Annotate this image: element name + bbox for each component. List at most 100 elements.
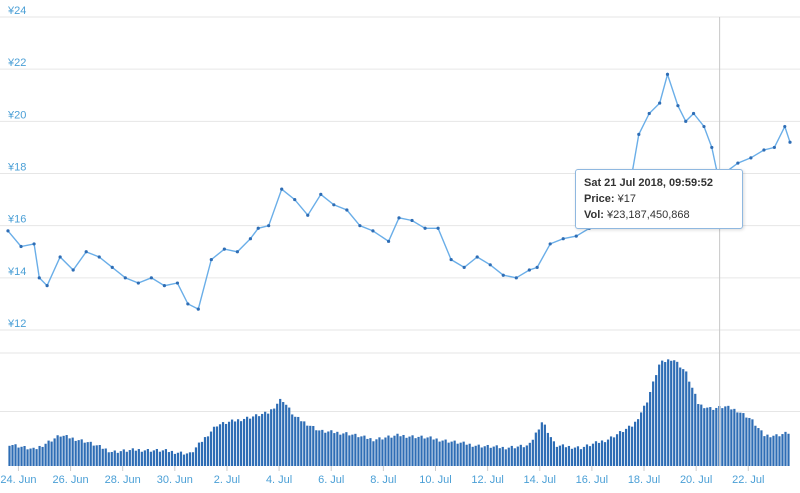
price-point xyxy=(749,156,753,160)
volume-bar xyxy=(618,431,622,466)
volume-bar xyxy=(600,440,604,466)
volume-bar xyxy=(703,408,706,466)
volume-bar xyxy=(453,440,456,466)
price-point xyxy=(410,218,414,223)
volume-bar xyxy=(41,446,44,466)
volume-bar xyxy=(483,446,486,466)
price-point xyxy=(306,213,310,217)
volume-bar xyxy=(543,424,546,466)
volume-bar xyxy=(745,417,748,466)
volume-bar xyxy=(501,446,504,466)
y-tick-label: ¥20 xyxy=(7,109,26,121)
price-point xyxy=(501,273,505,277)
volume-bar xyxy=(546,432,549,466)
volume-bar xyxy=(26,449,29,466)
tooltip-timestamp: Sat 21 Jul 2018, 09:59:52 xyxy=(584,177,714,189)
volume-bar xyxy=(624,428,628,466)
volume-bar xyxy=(477,444,480,466)
volume-bar xyxy=(655,375,658,466)
volume-bar xyxy=(615,434,619,466)
volume-bar xyxy=(438,441,441,466)
x-tick-label: 28. Jun xyxy=(105,474,141,486)
volume-bar xyxy=(646,402,649,466)
volume-bar xyxy=(71,437,74,466)
volume-bar xyxy=(249,418,252,466)
volume-bar xyxy=(670,360,673,466)
volume-bar xyxy=(167,452,171,466)
volume-bar xyxy=(182,454,186,466)
volume-bar xyxy=(17,447,20,466)
price-point xyxy=(332,203,336,207)
price-point xyxy=(248,237,253,241)
price-point xyxy=(561,237,565,241)
volume-bar xyxy=(396,433,399,466)
volume-bar xyxy=(155,448,158,466)
volume-bar xyxy=(297,416,300,466)
volume-bar xyxy=(381,439,384,466)
price-point xyxy=(691,111,696,116)
price-point xyxy=(535,265,539,269)
volume-bar xyxy=(68,438,71,466)
volume-bar xyxy=(576,446,580,466)
price-point xyxy=(436,226,440,230)
tooltip-price-value: ¥17 xyxy=(614,193,636,205)
volume-bar xyxy=(564,447,568,466)
volume-bar xyxy=(408,436,411,466)
x-tick-label: 30. Jun xyxy=(157,474,193,486)
price-point xyxy=(371,229,375,233)
volume-bar xyxy=(661,360,664,466)
price-point xyxy=(175,281,180,285)
price-point xyxy=(783,124,787,129)
volume-bar xyxy=(582,446,586,466)
volume-bar xyxy=(306,425,309,466)
volume-bar xyxy=(243,418,246,466)
price-point xyxy=(423,226,427,230)
volume-bar xyxy=(498,448,501,466)
volume-bar xyxy=(643,405,646,466)
price-point xyxy=(658,101,662,105)
volume-bar xyxy=(236,419,240,466)
volume-bar xyxy=(255,414,258,466)
volume-bar xyxy=(549,437,552,466)
price-point xyxy=(196,307,200,311)
volume-bar xyxy=(345,432,348,466)
volume-bar xyxy=(781,434,784,466)
hover-tooltip: Sat 21 Jul 2018, 09:59:52 Price: ¥17 Vol… xyxy=(575,169,743,229)
volume-bar xyxy=(637,419,640,466)
volume-bar xyxy=(627,425,631,466)
x-tick-label: 20. Jul xyxy=(680,474,712,486)
volume-bar xyxy=(561,444,565,466)
x-tick-label: 22. Jul xyxy=(732,474,764,486)
volume-bar xyxy=(62,435,65,466)
volume-bar xyxy=(444,439,447,466)
volume-bar xyxy=(267,413,270,466)
volume-bar xyxy=(450,441,453,466)
price-point xyxy=(84,250,88,254)
volume-bar xyxy=(766,434,769,466)
volume-bar xyxy=(742,413,745,466)
volume-bar xyxy=(504,449,507,466)
volume-bar xyxy=(679,367,682,466)
y-tick-label: ¥12 xyxy=(7,318,26,330)
volume-bar xyxy=(348,435,351,466)
volume-bar xyxy=(128,450,131,466)
price-point xyxy=(386,239,391,243)
volume-bar xyxy=(206,436,210,466)
volume-bar xyxy=(119,451,122,466)
volume-bar xyxy=(417,436,420,466)
volume-bar xyxy=(203,437,207,466)
volume-bar xyxy=(706,407,709,466)
volume-bar xyxy=(291,414,294,466)
price-point xyxy=(462,265,466,269)
volume-bar xyxy=(691,387,694,466)
volume-bar xyxy=(282,402,285,466)
volume-bar xyxy=(8,445,11,466)
volume-bar xyxy=(191,452,195,466)
volume-bar xyxy=(573,447,577,466)
price-point xyxy=(397,216,401,220)
volume-bar xyxy=(83,442,86,466)
volume-bar xyxy=(327,431,330,466)
price-point xyxy=(514,276,518,280)
